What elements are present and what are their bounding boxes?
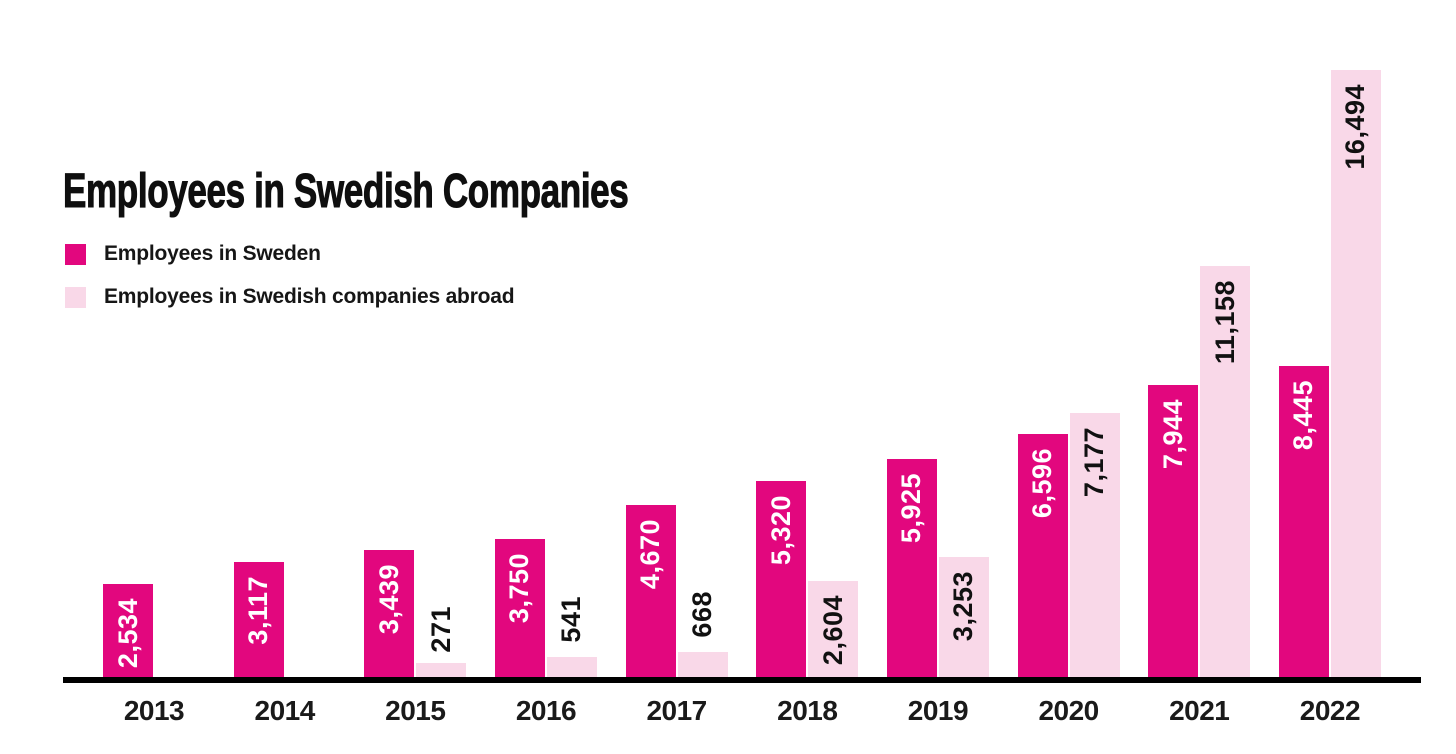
abroad-bar-2015	[416, 663, 467, 677]
abroad-value-label-2015: 271	[425, 606, 456, 653]
bar-group-2022: 8,445 16,494	[1278, 70, 1381, 677]
sweden-bar-2017: 4,670	[625, 505, 676, 677]
abroad-value-label-2022: 16,494	[1340, 84, 1371, 170]
abroad-value-label-wrap-2017: 668	[678, 591, 728, 638]
sweden-value-label-2016: 3,750	[504, 553, 535, 624]
x-axis-label-2015: 2015	[385, 695, 446, 726]
bar-group-2015: 3,439 271	[364, 70, 467, 677]
sweden-bar-2022: 8,445	[1278, 366, 1329, 677]
abroad-value-label-2021: 11,158	[1209, 280, 1240, 365]
legend: Employees in Sweden Employees in Swedish…	[65, 242, 515, 328]
legend-label-abroad: Employees in Swedish companies abroad	[104, 285, 515, 308]
bar-group-2018: 5,320 2,604	[756, 70, 859, 677]
sweden-value-label-2021: 7,944	[1157, 399, 1188, 470]
sweden-bar-2013: 2,534	[103, 584, 153, 677]
legend-swatch-sweden	[65, 243, 86, 265]
chart-title: Employees in Swedish Companies	[63, 165, 630, 218]
x-axis-label-2021: 2021	[1169, 695, 1230, 726]
legend-swatch-abroad	[65, 286, 86, 308]
abroad-bar-2019: 3,253	[938, 557, 989, 677]
sweden-bar-2021: 7,944	[1148, 385, 1199, 677]
legend-label-sweden: Employees in Sweden	[104, 242, 321, 265]
abroad-value-label-wrap-2016: 541	[547, 596, 597, 643]
sweden-bar-2020: 6,596	[1017, 434, 1068, 677]
x-axis-label-2017: 2017	[646, 695, 707, 726]
abroad-bar-2022: 16,494	[1330, 70, 1381, 677]
sweden-value-label-2022: 8,445	[1288, 380, 1319, 451]
abroad-value-label-2019: 3,253	[948, 571, 979, 642]
sweden-value-label-2013: 2,534	[112, 598, 143, 669]
bar-group-2013: 2,534	[103, 70, 205, 677]
sweden-value-label-2014: 3,117	[243, 576, 274, 645]
plot-area: 2,534 3,117 3,439 271 3,750 541 4,670 668 5,320 2…	[63, 70, 1421, 677]
x-axis-label-2022: 2022	[1299, 695, 1361, 726]
abroad-bar-2018: 2,604	[808, 581, 859, 677]
abroad-value-label-2016: 541	[556, 596, 587, 643]
abroad-bar-2021: 11,158	[1200, 266, 1251, 677]
abroad-bar-2017	[677, 652, 728, 677]
abroad-value-label-2017: 668	[687, 591, 718, 638]
sweden-bar-2016: 3,750	[494, 539, 545, 677]
x-axis-label-2020: 2020	[1038, 695, 1099, 726]
bar-chart: 2,534 3,117 3,439 271 3,750 541 4,670 668 5,320 2…	[63, 70, 1421, 683]
x-axis-label-2019: 2019	[907, 695, 969, 726]
sweden-bar-2015: 3,439	[364, 550, 415, 677]
abroad-value-label-2018: 2,604	[817, 595, 848, 666]
sweden-bar-2014: 3,117	[233, 562, 284, 677]
sweden-bar-2018: 5,320	[756, 481, 807, 677]
sweden-value-label-2017: 4,670	[635, 519, 666, 590]
legend-item-abroad: Employees in Swedish companies abroad	[65, 285, 515, 309]
sweden-value-label-2018: 5,320	[765, 495, 796, 566]
x-axis-label-2018: 2018	[777, 695, 838, 726]
bar-group-2017: 4,670 668	[625, 70, 728, 677]
x-axis-labels: 2013 2014 2015 2016 2017 2018 2019 2020 2021 2022	[63, 695, 1421, 727]
x-axis-label-2016: 2016	[515, 695, 577, 726]
sweden-value-label-2019: 5,925	[896, 473, 927, 544]
bar-group-2016: 3,750 541	[494, 70, 597, 677]
x-axis-line	[63, 677, 1421, 683]
abroad-value-label-wrap-2015: 271	[416, 606, 466, 653]
legend-item-sweden: Employees in Sweden	[65, 242, 514, 266]
sweden-value-label-2015: 3,439	[373, 564, 404, 635]
bar-group-2020: 6,596 7,177	[1017, 70, 1120, 677]
abroad-value-label-2020: 7,177	[1079, 427, 1110, 498]
x-axis-label-2013: 2013	[123, 695, 185, 726]
x-axis-label-2014: 2014	[254, 695, 316, 726]
bar-group-2021: 7,944 11,158	[1148, 70, 1251, 677]
bar-group-2019: 5,925 3,253	[886, 70, 989, 677]
sweden-bar-2019: 5,925	[886, 459, 937, 677]
bar-group-2014: 3,117	[233, 70, 336, 677]
sweden-value-label-2020: 6,596	[1027, 448, 1058, 519]
abroad-bar-2016	[546, 657, 597, 677]
abroad-bar-2020: 7,177	[1069, 413, 1120, 677]
